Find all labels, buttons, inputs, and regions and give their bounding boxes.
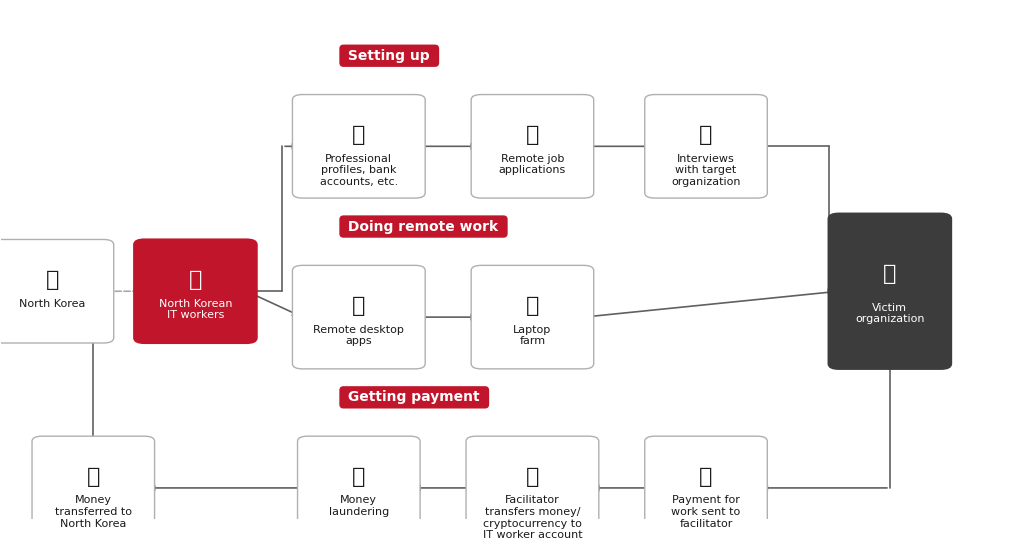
FancyBboxPatch shape	[466, 436, 599, 539]
FancyBboxPatch shape	[298, 436, 420, 539]
Text: Money
laundering: Money laundering	[329, 495, 389, 517]
FancyBboxPatch shape	[0, 240, 114, 343]
Text: 📋: 📋	[352, 125, 366, 145]
Text: 🎤: 🎤	[699, 125, 713, 145]
Text: Money
transferred to
North Korea: Money transferred to North Korea	[55, 495, 132, 529]
Text: 💰: 💰	[699, 467, 713, 486]
Text: 🛡: 🛡	[46, 270, 59, 290]
Text: Payment for
work sent to
facilitator: Payment for work sent to facilitator	[672, 495, 740, 529]
Text: Victim
organization: Victim organization	[855, 303, 925, 324]
FancyBboxPatch shape	[471, 265, 594, 369]
FancyBboxPatch shape	[828, 213, 951, 369]
FancyBboxPatch shape	[32, 436, 155, 539]
Text: Interviews
with target
organization: Interviews with target organization	[672, 154, 740, 187]
Text: 💵: 💵	[352, 467, 366, 486]
Text: Doing remote work: Doing remote work	[343, 219, 504, 234]
Text: Facilitator
transfers money/
cryptocurrency to
IT worker account: Facilitator transfers money/ cryptocurre…	[482, 495, 583, 540]
FancyBboxPatch shape	[293, 265, 425, 369]
Text: Getting payment: Getting payment	[343, 390, 485, 405]
Text: Setting up: Setting up	[343, 49, 435, 63]
Text: 🖥: 🖥	[883, 264, 897, 284]
Text: Remote desktop
apps: Remote desktop apps	[313, 324, 404, 346]
Text: 📋: 📋	[525, 125, 539, 145]
Text: 💸: 💸	[87, 467, 100, 486]
FancyBboxPatch shape	[645, 436, 767, 539]
Text: Remote job
applications: Remote job applications	[499, 154, 566, 175]
FancyBboxPatch shape	[471, 94, 594, 198]
Text: North Korean
IT workers: North Korean IT workers	[159, 299, 232, 321]
FancyBboxPatch shape	[134, 240, 257, 343]
FancyBboxPatch shape	[645, 94, 767, 198]
Text: 🕵: 🕵	[188, 270, 202, 290]
Text: Professional
profiles, bank
accounts, etc.: Professional profiles, bank accounts, et…	[319, 154, 398, 187]
Text: Laptop
farm: Laptop farm	[513, 324, 552, 346]
Text: 🖥: 🖥	[352, 296, 366, 316]
FancyBboxPatch shape	[293, 94, 425, 198]
Text: 💻: 💻	[525, 296, 539, 316]
Text: North Korea: North Korea	[19, 299, 86, 308]
Text: 🏛: 🏛	[525, 467, 539, 486]
